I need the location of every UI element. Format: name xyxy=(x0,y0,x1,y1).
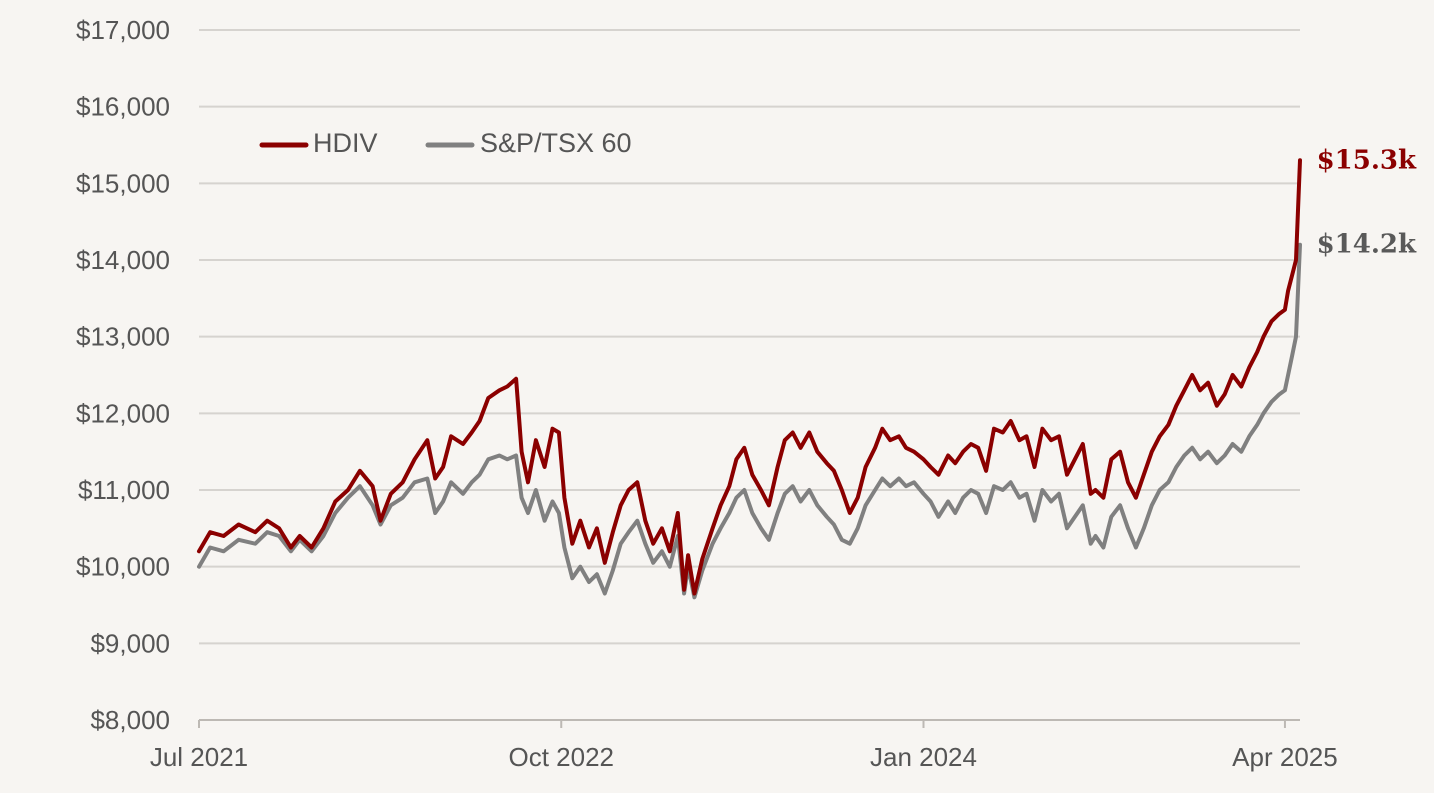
y-tick-label: $15,000 xyxy=(76,168,170,198)
end-value-label: $15.3k xyxy=(1317,145,1417,175)
x-axis: Jul 2021 Oct 2022 Jan 2024 Apr 2025 xyxy=(150,719,1338,772)
legend-label: S&P/TSX 60 xyxy=(480,128,632,158)
y-tick-label: $8,000 xyxy=(90,705,170,735)
series-line xyxy=(197,158,1302,596)
y-tick-label: $16,000 xyxy=(76,92,170,122)
y-tick-label: $17,000 xyxy=(76,15,170,45)
legend-label: HDIV xyxy=(313,128,378,158)
y-tick-label: $10,000 xyxy=(76,552,170,582)
x-tick-label: Jan 2024 xyxy=(870,742,977,772)
y-tick-label: $13,000 xyxy=(76,322,170,352)
x-tick-label: Apr 2025 xyxy=(1232,742,1338,772)
legend: HDIV S&P/TSX 60 xyxy=(259,128,632,158)
y-tick-label: $14,000 xyxy=(76,245,170,275)
x-tick-label: Jul 2021 xyxy=(150,742,248,772)
x-tick-label: Oct 2022 xyxy=(508,742,614,772)
y-tick-label: $12,000 xyxy=(76,398,170,428)
series-line xyxy=(197,242,1302,600)
y-tick-label: $9,000 xyxy=(90,628,170,658)
end-labels: $15.3k $14.2k xyxy=(1317,145,1417,259)
y-axis-ticks: $8,000 $9,000 $10,000 $11,000 $12,000 $13,000… xyxy=(76,15,170,735)
y-tick-label: $11,000 xyxy=(78,475,170,505)
series-lines xyxy=(197,158,1302,600)
end-value-label: $14.2k xyxy=(1317,230,1417,260)
gridlines xyxy=(199,29,1300,721)
